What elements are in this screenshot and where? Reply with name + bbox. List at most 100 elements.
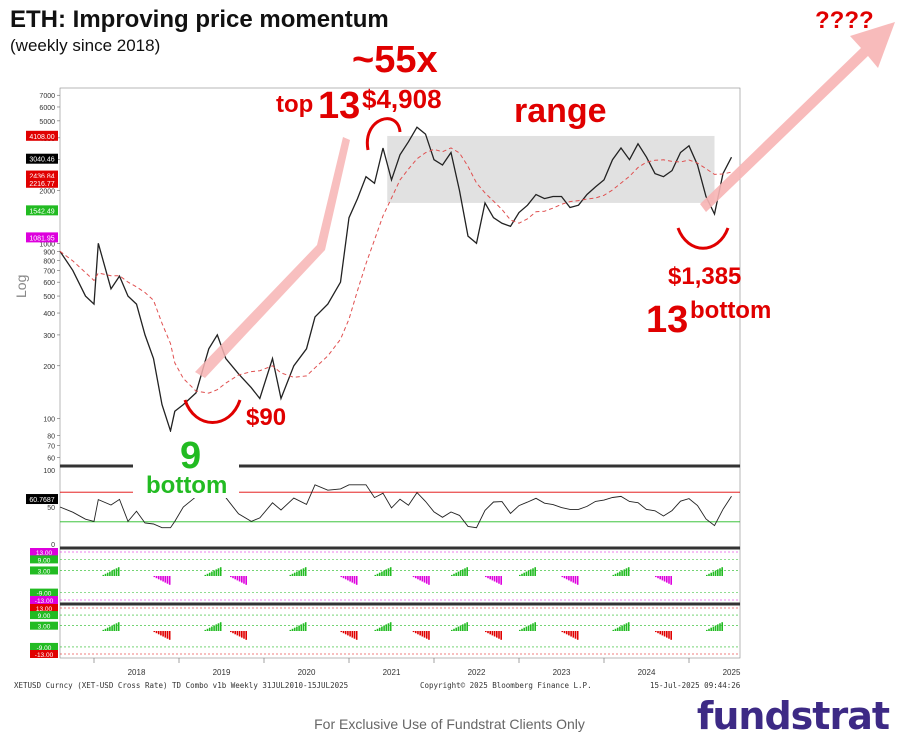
td-bar (243, 576, 245, 584)
td-bar (160, 576, 162, 581)
td-bar (525, 571, 528, 576)
td-bar (568, 631, 570, 636)
td-bar (208, 627, 211, 631)
td-bar (619, 571, 621, 576)
td-bar (534, 622, 536, 631)
td-panel-1-frame (59, 547, 741, 605)
td-bar (455, 627, 457, 631)
td-bar (425, 631, 428, 639)
td-bar (293, 572, 296, 576)
y-tick-label: 100 (43, 417, 55, 424)
annotation-bottom13: 13 (646, 299, 688, 341)
price-tag-label: 1081.95 (29, 235, 54, 242)
td-bar (655, 576, 657, 578)
td-bar (451, 574, 453, 576)
td-bar (115, 568, 118, 576)
y-tick-label: 200 (43, 364, 55, 371)
low-curve-2025 (676, 227, 730, 250)
td-tag-bg (30, 566, 58, 575)
td-bar (670, 576, 672, 585)
td-bar (710, 572, 712, 576)
annotation-bottom-price: $1,385 (668, 263, 741, 290)
y-tick-label: 80 (47, 433, 55, 440)
td-bar (663, 576, 666, 582)
price-tag-label: 4108.00 (29, 134, 54, 141)
td-bar (340, 576, 343, 578)
x-tick-label: 2020 (298, 668, 316, 677)
td-bar (385, 624, 388, 631)
td-bar (668, 576, 670, 584)
td-bar (496, 631, 498, 638)
td-bar (414, 631, 417, 634)
td-bar (657, 631, 659, 634)
td-bar (717, 624, 719, 631)
td-bar (296, 626, 298, 631)
td-bar (500, 576, 502, 585)
price-tag-label: 1542.49 (29, 208, 54, 215)
td-bar (563, 576, 566, 579)
td-bar (421, 631, 424, 637)
td-bar (498, 576, 500, 584)
td-bar (204, 629, 207, 631)
td-bar (428, 631, 430, 640)
price-tag-bg (26, 232, 58, 243)
td-tag-label: -9.00 (37, 645, 52, 652)
td-bar (719, 568, 721, 576)
y-tick-label: 2000 (39, 189, 55, 196)
td-bar (387, 568, 390, 576)
td-bar (219, 622, 222, 631)
td-bar (710, 627, 712, 631)
td-bar (217, 568, 220, 576)
td-bar (106, 572, 109, 576)
td-bar (381, 626, 383, 631)
td-bar (708, 573, 710, 576)
td-bar (572, 631, 575, 638)
td-tag-bg (30, 596, 58, 604)
rsi-tick-label: 50 (47, 505, 55, 512)
td-bar (162, 631, 164, 637)
td-bar (496, 576, 498, 583)
td-bar (241, 576, 243, 583)
y-tick-label: 800 (43, 258, 55, 265)
td-bar (162, 576, 164, 582)
td-bar (425, 576, 428, 584)
td-bar (462, 569, 464, 576)
price-tag-label: 2216.77 (29, 181, 54, 188)
td-bar (383, 625, 385, 631)
td-bar (527, 625, 530, 631)
td-bar (527, 570, 530, 576)
td-bar (296, 571, 298, 576)
td-bar (232, 631, 234, 634)
td-bar (485, 576, 487, 578)
td-bar (655, 631, 657, 633)
td-bar (521, 573, 523, 576)
annotation-nine: 9 (180, 435, 201, 477)
td-bar (300, 569, 303, 576)
annotation-bottom13-label: bottom (690, 297, 771, 324)
low-curve-2019 (183, 399, 242, 424)
y-tick-label: 70 (47, 444, 55, 451)
td-bar (102, 574, 105, 576)
td-bar (489, 631, 491, 635)
td-bar (213, 625, 215, 631)
td-bar (570, 631, 572, 637)
td-bar (304, 622, 307, 631)
td-bar (493, 576, 496, 582)
rsi-tag-bg (26, 494, 58, 505)
td-tag-bg (30, 611, 58, 620)
td-tag-label: 3.00 (38, 624, 51, 631)
td-bar (383, 570, 385, 576)
td-bar (351, 576, 354, 583)
td-bar (619, 626, 621, 631)
td-bar (113, 569, 116, 576)
td-bar (625, 623, 628, 631)
td-bar (616, 572, 619, 576)
td-bar (298, 570, 300, 576)
td-bar (289, 574, 292, 576)
x-tick-label: 2025 (723, 668, 741, 677)
price-tag-label: 2436.84 (29, 174, 54, 181)
td-bar (572, 576, 575, 583)
y-tick-label: 600 (43, 280, 55, 287)
td-bar (414, 576, 417, 579)
td-bar (104, 628, 107, 631)
